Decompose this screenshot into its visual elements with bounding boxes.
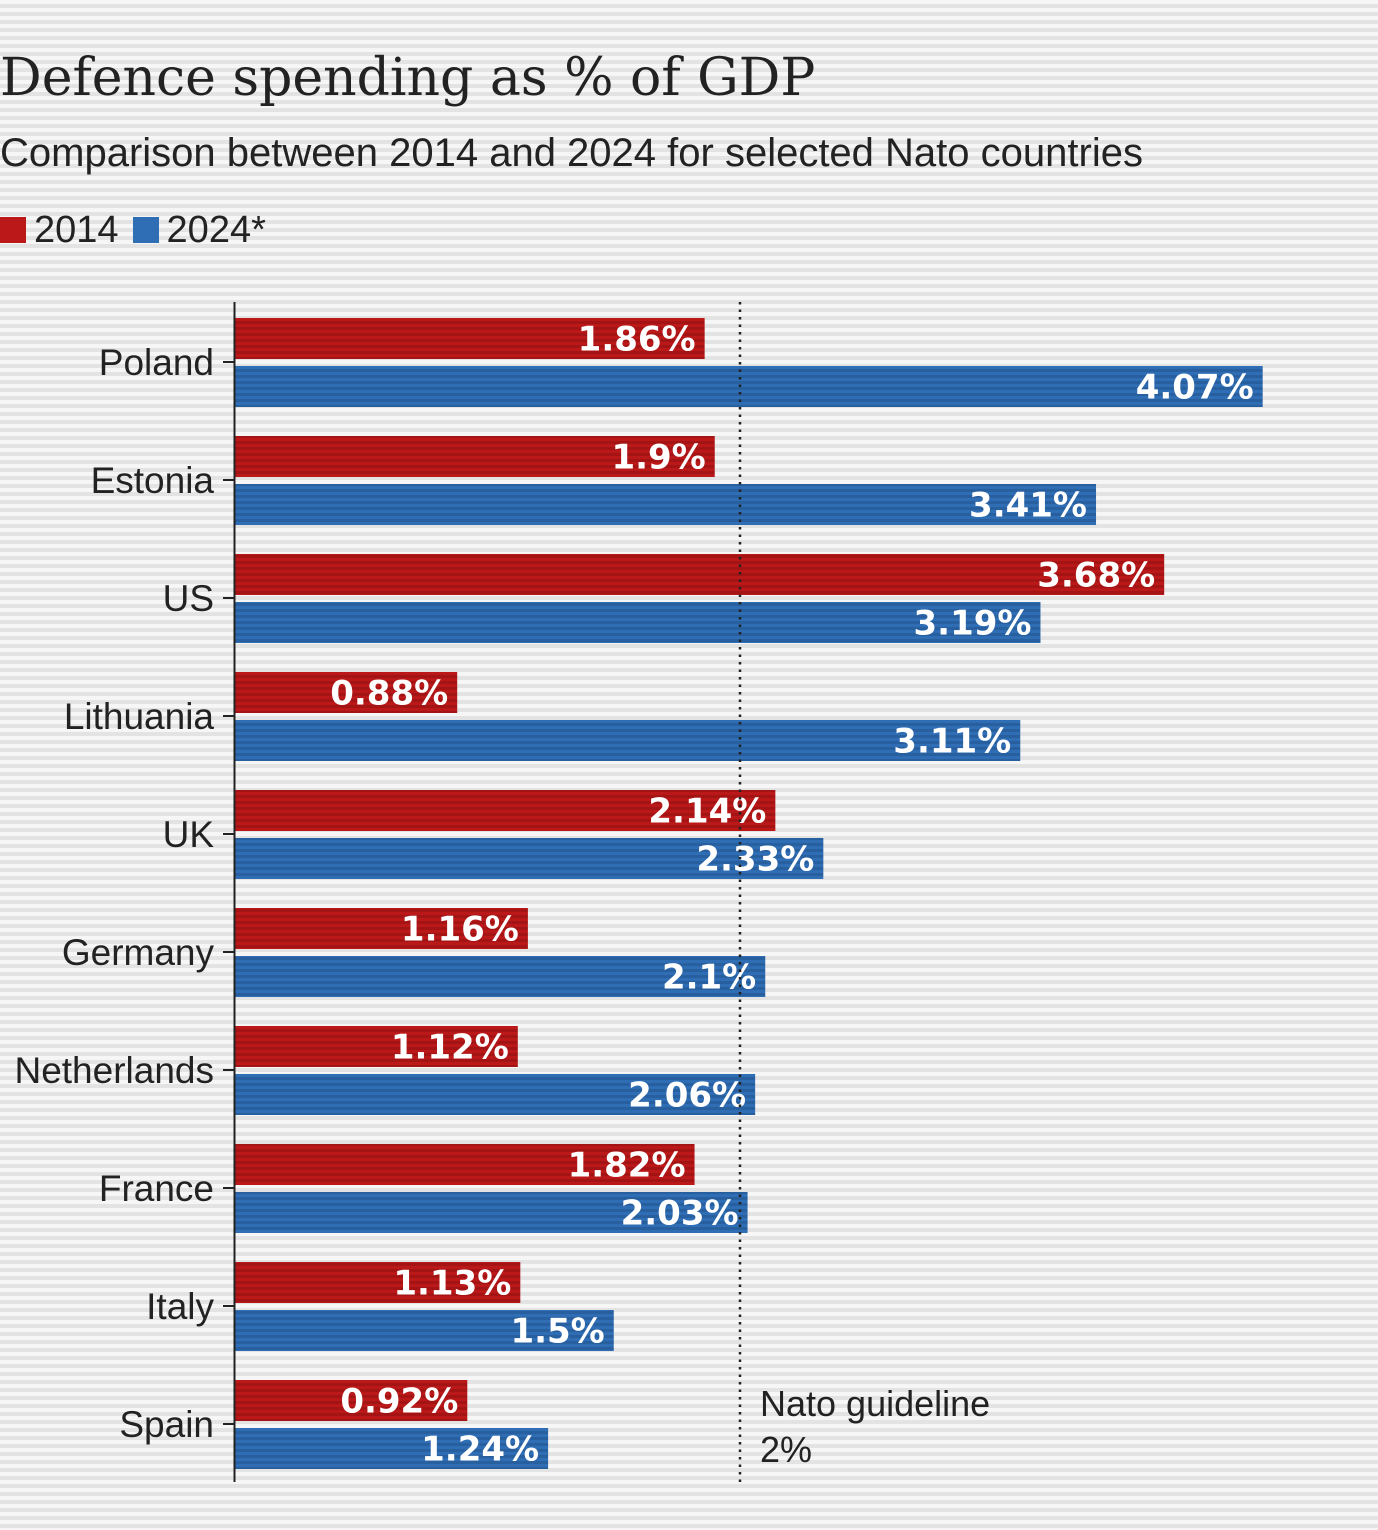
bar-netherlands-2024- [235,1074,756,1115]
y-label-estonia: Estonia [91,460,215,501]
bar-italy-2014 [235,1262,521,1303]
bar-germany-2024- [235,956,766,997]
legend: 2014 2024* [0,208,280,252]
chart-subtitle: Comparison between 2014 and 2024 for sel… [0,131,1143,175]
bar-value-germany-2024-: 2.1% [662,958,756,998]
bar-poland-2014 [235,318,705,359]
nato-guideline-label: Nato guideline [760,1383,990,1424]
bar-value-germany-2014: 1.16% [401,910,519,950]
legend-label-2014: 2014 [34,208,119,251]
bar-value-netherlands-2014: 1.12% [391,1028,509,1068]
y-label-spain: Spain [119,1404,214,1445]
bar-value-lithuania-2014: 0.88% [330,674,448,714]
legend-item-2014: 2014 [0,209,119,252]
y-label-lithuania: Lithuania [64,696,215,737]
bar-estonia-2024- [235,484,1097,525]
bar-france-2024- [235,1192,748,1233]
y-label-italy: Italy [146,1286,214,1327]
bar-value-italy-2014: 1.13% [393,1264,511,1304]
legend-item-2024: 2024* [132,208,266,252]
bar-value-poland-2014: 1.86% [578,320,696,360]
y-label-uk: UK [163,814,215,855]
bar-spain-2014 [235,1380,468,1421]
bar-value-estonia-2014: 1.9% [611,438,705,478]
bar-value-spain-2024-: 1.24% [421,1430,539,1470]
y-label-germany: Germany [62,932,215,973]
bar-value-france-2014: 1.82% [568,1146,686,1186]
bar-value-poland-2024-: 4.07% [1136,368,1254,408]
bar-germany-2014 [235,908,528,949]
bar-value-france-2024-: 2.03% [621,1194,739,1234]
bar-value-italy-2024-: 1.5% [510,1312,604,1352]
nato-guideline-value: 2% [760,1429,812,1470]
y-label-france: France [99,1168,214,1209]
bar-italy-2024- [235,1310,614,1351]
bar-value-us-2014: 3.68% [1037,556,1155,596]
bar-us-2024- [235,602,1041,643]
bar-value-us-2024-: 3.19% [914,604,1032,644]
bar-poland-2024- [235,366,1263,407]
bar-value-uk-2014: 2.14% [648,792,766,832]
bar-uk-2024- [235,838,824,879]
bar-value-uk-2024-: 2.33% [696,840,814,880]
bar-estonia-2014 [235,436,715,477]
bar-netherlands-2014 [235,1026,518,1067]
legend-swatch-2014 [0,217,26,243]
legend-label-2024: 2024* [166,208,266,251]
bar-value-lithuania-2024-: 3.11% [893,722,1011,762]
y-label-us: US [163,578,214,619]
legend-swatch-2024 [132,217,159,243]
bar-us-2014 [235,554,1165,595]
y-label-poland: Poland [99,342,214,383]
bar-lithuania-2024- [235,720,1021,761]
bar-lithuania-2014 [235,672,458,713]
y-label-netherlands: Netherlands [14,1050,214,1091]
bar-value-netherlands-2024-: 2.06% [628,1076,746,1116]
bar-uk-2014 [235,790,776,831]
bar-spain-2024- [235,1428,549,1469]
bar-france-2014 [235,1144,695,1185]
bar-value-estonia-2024-: 3.41% [969,486,1087,526]
bar-value-spain-2014: 0.92% [340,1382,458,1422]
chart-title: Defence spending as % of GDP [0,48,816,108]
